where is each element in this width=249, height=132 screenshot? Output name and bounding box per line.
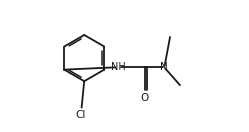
Text: Cl: Cl	[75, 110, 85, 120]
Text: NH: NH	[111, 62, 126, 72]
Text: O: O	[141, 93, 149, 103]
Text: N: N	[160, 62, 168, 72]
